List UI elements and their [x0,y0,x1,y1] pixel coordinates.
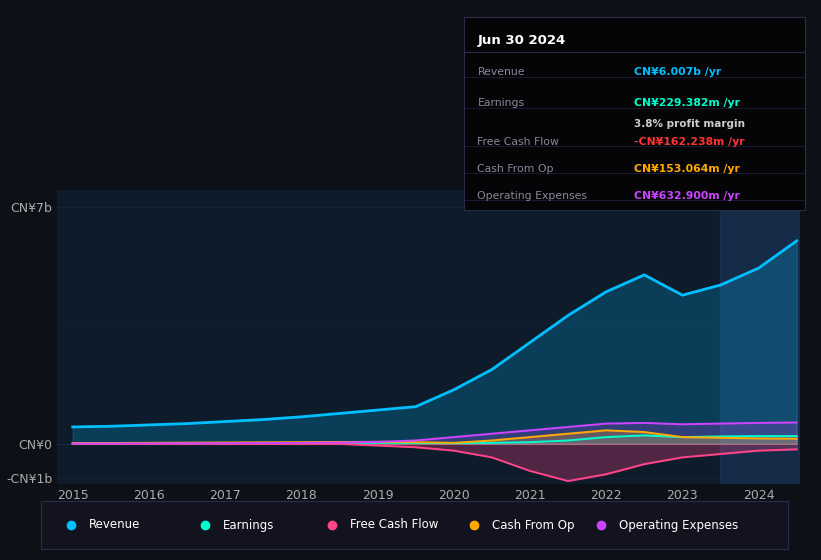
Text: CN¥229.382m /yr: CN¥229.382m /yr [635,98,741,108]
Text: Cash From Op: Cash From Op [493,519,575,531]
Text: Operating Expenses: Operating Expenses [619,519,739,531]
Text: Revenue: Revenue [478,67,525,77]
Text: 3.8% profit margin: 3.8% profit margin [635,119,745,129]
Bar [721,190,800,484]
Text: Earnings: Earnings [223,519,275,531]
Text: Free Cash Flow: Free Cash Flow [351,519,438,531]
Text: CN¥6.007b /yr: CN¥6.007b /yr [635,67,722,77]
Text: Earnings: Earnings [478,98,525,108]
Text: Cash From Op: Cash From Op [478,164,554,174]
Text: CN¥632.900m /yr: CN¥632.900m /yr [635,190,740,200]
Text: Revenue: Revenue [89,519,140,531]
Text: Operating Expenses: Operating Expenses [478,190,588,200]
Text: Jun 30 2024: Jun 30 2024 [478,34,566,47]
Text: -CN¥162.238m /yr: -CN¥162.238m /yr [635,137,745,147]
Text: Free Cash Flow: Free Cash Flow [478,137,559,147]
Text: CN¥153.064m /yr: CN¥153.064m /yr [635,164,740,174]
